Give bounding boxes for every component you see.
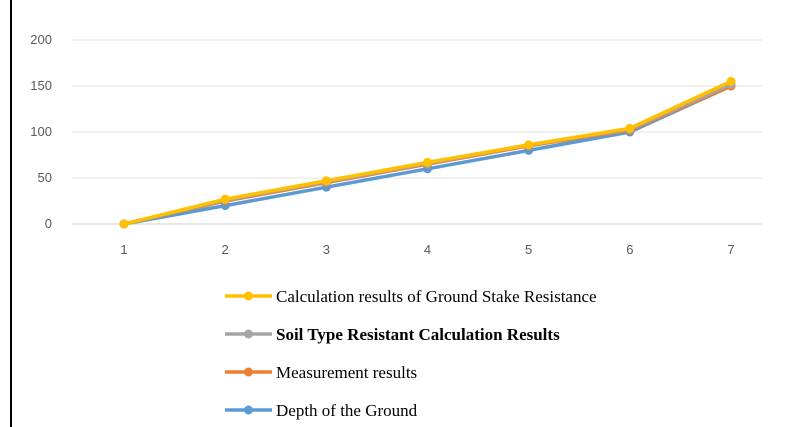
x-tick-label: 1 xyxy=(120,242,127,257)
series-line xyxy=(122,79,733,226)
series-group xyxy=(119,76,736,229)
legend-item: Soil Type Resistant Calculation Results xyxy=(225,325,560,344)
y-tick-label: 50 xyxy=(38,170,52,185)
legend-marker xyxy=(244,329,253,339)
data-point xyxy=(119,219,129,229)
series-2 xyxy=(119,79,736,229)
series-3 xyxy=(119,76,736,229)
legend-label: Measurement results xyxy=(276,363,417,382)
y-tick-label: 0 xyxy=(45,216,52,231)
data-point xyxy=(220,194,230,204)
data-point xyxy=(423,157,432,167)
legend-label: Soil Type Resistant Calculation Results xyxy=(276,325,560,344)
x-axis-ticks: 1 2 3 4 5 6 7 xyxy=(120,242,734,257)
x-tick-label: 4 xyxy=(424,242,431,257)
y-tick-label: 100 xyxy=(30,124,52,139)
legend: Calculation results of Ground Stake Resi… xyxy=(225,287,597,420)
left-border-rule xyxy=(10,0,12,427)
data-point xyxy=(625,123,635,133)
x-tick-label: 5 xyxy=(525,242,532,257)
legend-marker xyxy=(244,367,253,377)
legend-item: Calculation results of Ground Stake Resi… xyxy=(225,287,597,306)
legend-item: Depth of the Ground xyxy=(225,401,418,420)
legend-label: Depth of the Ground xyxy=(276,401,418,420)
data-point xyxy=(524,140,534,150)
legend-marker xyxy=(244,291,253,301)
gridlines xyxy=(72,39,762,225)
data-point xyxy=(726,76,736,86)
x-tick-label: 2 xyxy=(222,242,229,257)
y-tick-label: 150 xyxy=(30,78,52,93)
legend-label: Calculation results of Ground Stake Resi… xyxy=(276,287,597,306)
y-axis-ticks: 0 50 100 150 200 xyxy=(30,32,52,231)
x-tick-label: 3 xyxy=(323,242,330,257)
x-tick-label: 7 xyxy=(727,242,734,257)
y-tick-label: 200 xyxy=(30,32,52,47)
series-0 xyxy=(119,81,736,229)
legend-item: Measurement results xyxy=(225,363,417,382)
legend-marker xyxy=(244,405,253,415)
x-tick-label: 6 xyxy=(626,242,633,257)
data-point xyxy=(321,176,331,186)
